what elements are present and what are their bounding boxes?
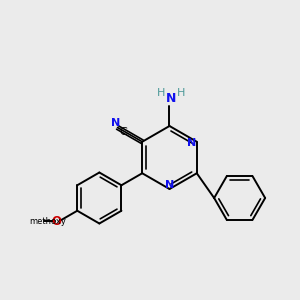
Text: C: C	[119, 127, 127, 136]
Text: H: H	[157, 88, 166, 98]
Text: N: N	[187, 138, 196, 148]
Text: methoxy: methoxy	[29, 218, 66, 226]
Text: O: O	[52, 215, 62, 228]
Text: N: N	[166, 180, 175, 190]
Text: N: N	[111, 118, 121, 128]
Text: H: H	[176, 88, 185, 98]
Text: N: N	[166, 92, 176, 105]
